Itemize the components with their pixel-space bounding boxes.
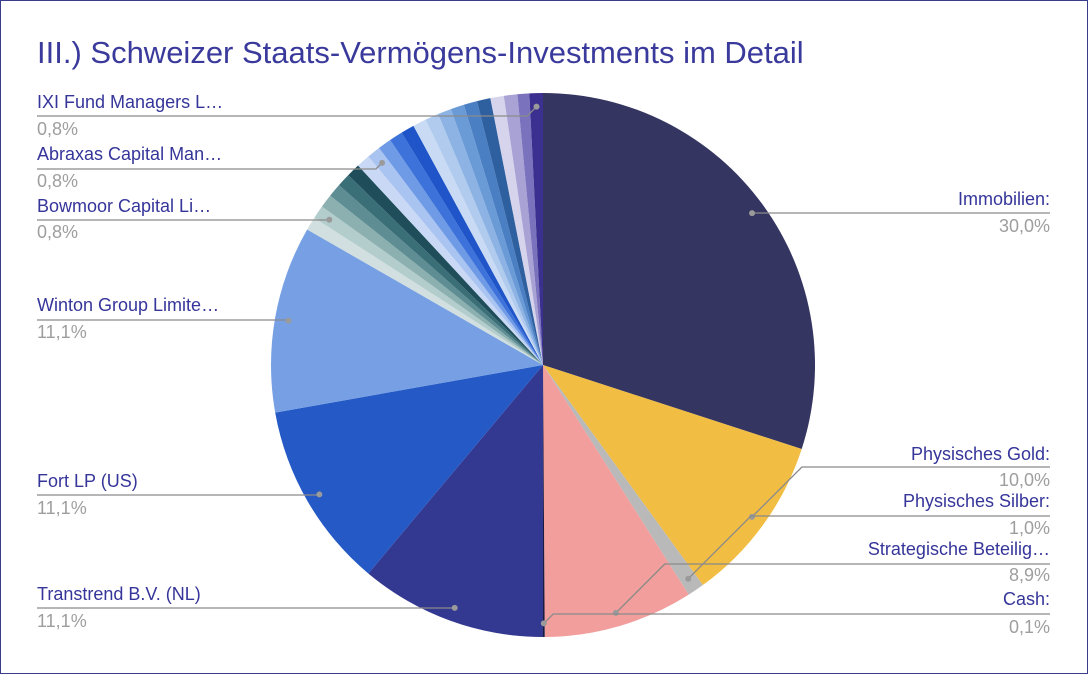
pie-slice <box>490 95 543 365</box>
slice-label: Transtrend B.V. (NL) <box>37 584 201 604</box>
pie-slice <box>275 365 543 574</box>
pie-slice <box>401 125 543 366</box>
pie-slice <box>390 132 543 365</box>
slice-value-label: 11,1% <box>37 611 87 631</box>
pie-slice <box>358 156 543 365</box>
chart-title: III.) Schweizer Staats-Vermögens-Investm… <box>37 35 804 70</box>
pie-slice <box>463 101 543 366</box>
pie-slice <box>503 94 543 365</box>
slice-label: Physisches Silber: <box>903 491 1050 511</box>
leader-dot <box>379 159 386 166</box>
pie-slice <box>368 147 543 365</box>
slice-value-label: 30,0% <box>999 216 1050 236</box>
pie-slice <box>517 93 543 366</box>
leader-dot <box>612 609 619 616</box>
pie-slice <box>543 93 815 450</box>
slice-value-label: 0,8% <box>37 222 78 242</box>
pie-slice <box>438 109 543 365</box>
slice-value-label: 0,8% <box>37 119 78 139</box>
leader-dot <box>326 216 333 223</box>
leader-line <box>751 466 1050 518</box>
leader-dot <box>540 620 547 627</box>
pie-slice <box>543 365 703 595</box>
pie-slice <box>330 185 543 365</box>
pie-slice <box>321 195 543 365</box>
slice-label: Fort LP (US) <box>37 471 138 491</box>
pie-slice <box>348 165 543 365</box>
slice-value-label: 0,8% <box>37 171 78 191</box>
slice-value-label: 11,1% <box>37 322 87 342</box>
leader-line <box>543 613 1050 624</box>
slice-label: Abraxas Capital Man… <box>37 144 222 164</box>
pie-slice <box>543 365 689 637</box>
pie-slice <box>543 365 545 637</box>
slice-label: Strategische Beteilig… <box>868 539 1050 559</box>
slice-label: Immobilien: <box>958 189 1050 209</box>
pie-slice <box>270 229 543 413</box>
leader-dot <box>285 317 292 324</box>
leader-dot <box>749 210 756 217</box>
pie-slice <box>314 206 543 365</box>
pie-slice <box>477 98 543 366</box>
leader-line <box>37 493 320 496</box>
leader-line <box>37 106 537 117</box>
slice-label: Winton Group Limite… <box>37 295 219 315</box>
slice-value-label: 1,0% <box>1009 518 1050 538</box>
slice-label: Physisches Gold: <box>911 444 1050 464</box>
leader-line <box>687 515 1050 580</box>
slice-value-label: 10,0% <box>999 470 1050 490</box>
leader-dot <box>685 575 692 582</box>
slice-value-label: 8,9% <box>1009 565 1050 585</box>
leader-dot <box>533 103 540 110</box>
slice-value-label: 0,1% <box>1009 617 1050 637</box>
slice-label: Bowmoor Capital Li… <box>37 196 211 216</box>
pie-slice <box>338 175 543 365</box>
slice-label: IXI Fund Managers L… <box>37 92 223 112</box>
slice-label: Cash: <box>1003 589 1050 609</box>
leader-line <box>37 319 289 322</box>
pie-slice <box>529 93 543 365</box>
pie-slice <box>450 104 543 365</box>
pie-slice <box>425 114 543 365</box>
pie-slice <box>368 365 543 637</box>
slice-value-label: 11,1% <box>37 498 87 518</box>
pie-slice <box>413 119 543 365</box>
leader-dot <box>316 491 323 498</box>
pie-slice <box>379 140 543 365</box>
pie-slice <box>307 217 543 365</box>
leader-dot <box>451 604 458 611</box>
leader-line <box>615 563 1050 614</box>
